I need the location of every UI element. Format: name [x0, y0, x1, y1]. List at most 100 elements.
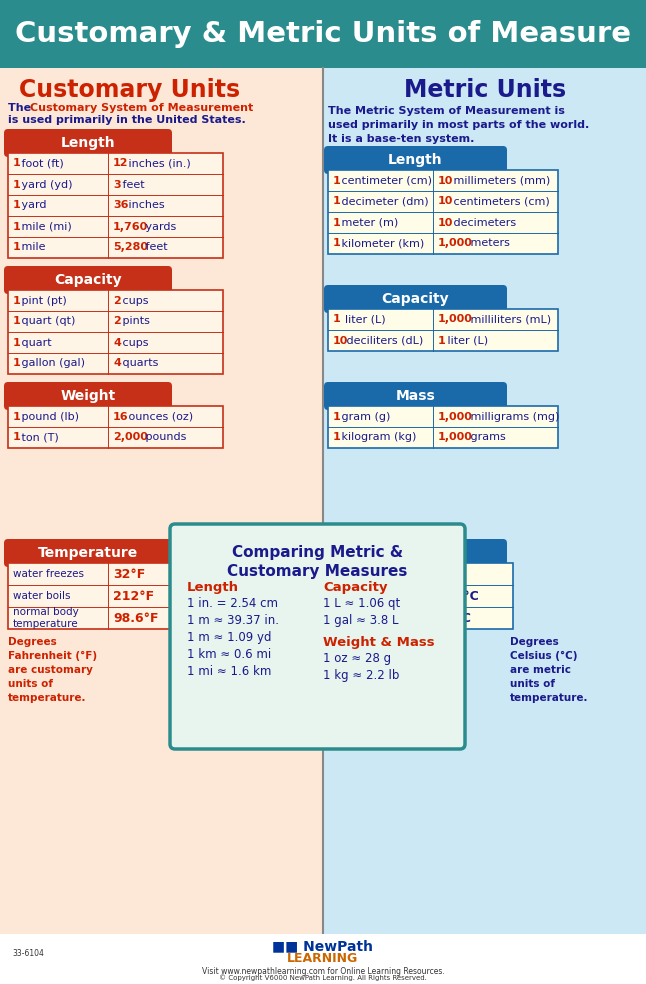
FancyBboxPatch shape [328, 563, 513, 629]
Text: Capacity: Capacity [382, 292, 450, 306]
Text: 1 km ≈ 0.6 mi: 1 km ≈ 0.6 mi [187, 648, 271, 661]
Text: water freezes: water freezes [13, 569, 84, 579]
Text: 1: 1 [333, 175, 340, 186]
FancyBboxPatch shape [8, 290, 223, 374]
Text: yard (yd): yard (yd) [18, 179, 73, 190]
Text: 2: 2 [113, 295, 121, 305]
FancyBboxPatch shape [8, 153, 223, 258]
Text: 1,000: 1,000 [438, 238, 473, 249]
Text: 16: 16 [113, 411, 129, 421]
Text: millimeters (mm): millimeters (mm) [450, 175, 550, 186]
Text: 36: 36 [113, 201, 129, 211]
Text: 100°C: 100°C [438, 589, 480, 602]
Text: normal body
temperature: normal body temperature [13, 607, 79, 629]
Text: centimeters (cm): centimeters (cm) [450, 197, 549, 207]
Text: centimeter (cm): centimeter (cm) [339, 175, 432, 186]
Text: 1: 1 [13, 242, 21, 253]
Text: quarts: quarts [119, 358, 158, 368]
FancyBboxPatch shape [8, 406, 223, 448]
Text: yard: yard [18, 201, 47, 211]
Text: 1 m ≈ 1.09 yd: 1 m ≈ 1.09 yd [187, 631, 271, 644]
Text: pounds: pounds [142, 433, 187, 443]
Text: cups: cups [119, 295, 149, 305]
Text: pints: pints [119, 317, 150, 327]
Text: 37°C: 37°C [438, 611, 471, 625]
Text: pound (lb): pound (lb) [18, 411, 79, 421]
Text: 1,000: 1,000 [438, 433, 473, 443]
Text: 1: 1 [438, 336, 446, 345]
Text: feet: feet [142, 242, 167, 253]
Text: decimeters: decimeters [450, 217, 516, 227]
Text: Length: Length [187, 581, 239, 594]
Text: Capacity: Capacity [54, 273, 122, 287]
FancyBboxPatch shape [323, 68, 646, 984]
Text: 1: 1 [13, 411, 21, 421]
Text: 1: 1 [13, 317, 21, 327]
Text: 1: 1 [333, 411, 340, 421]
Text: 1: 1 [13, 358, 21, 368]
Text: gallon (gal): gallon (gal) [18, 358, 85, 368]
Text: 1,000: 1,000 [438, 411, 473, 421]
Text: 10: 10 [438, 217, 453, 227]
Text: Length: Length [61, 136, 116, 150]
Text: water boils: water boils [333, 591, 390, 601]
Text: 32°F: 32°F [113, 568, 145, 581]
Text: 1: 1 [13, 338, 21, 347]
Text: Customary & Metric Units of Measure: Customary & Metric Units of Measure [15, 20, 631, 48]
Text: 1: 1 [333, 217, 340, 227]
Text: 1: 1 [13, 221, 21, 231]
Text: 98.6°F: 98.6°F [113, 611, 158, 625]
Text: quart (qt): quart (qt) [18, 317, 76, 327]
Text: Capacity: Capacity [323, 581, 388, 594]
Text: 0°C: 0°C [438, 568, 463, 581]
Text: 1: 1 [13, 433, 21, 443]
Text: 212°F: 212°F [113, 589, 154, 602]
Text: feet: feet [119, 179, 145, 190]
Text: Metric Units: Metric Units [404, 78, 566, 102]
Text: liter (L): liter (L) [444, 336, 488, 345]
Text: 12: 12 [113, 158, 129, 168]
Text: 1 gal ≈ 3.8 L: 1 gal ≈ 3.8 L [323, 614, 399, 627]
FancyBboxPatch shape [4, 539, 172, 567]
Text: 4: 4 [113, 358, 121, 368]
Text: 1: 1 [13, 201, 21, 211]
Text: 1: 1 [333, 315, 340, 325]
Text: liter (L): liter (L) [339, 315, 386, 325]
Text: mile: mile [18, 242, 46, 253]
Text: Mass: Mass [395, 389, 435, 403]
Text: 1,760: 1,760 [113, 221, 148, 231]
Text: mile (mi): mile (mi) [18, 221, 72, 231]
Text: 1: 1 [13, 295, 21, 305]
Text: ton (T): ton (T) [18, 433, 59, 443]
Text: 1 L ≈ 1.06 qt: 1 L ≈ 1.06 qt [323, 597, 401, 610]
Text: The: The [8, 103, 35, 113]
FancyBboxPatch shape [324, 539, 507, 567]
Text: kilogram (kg): kilogram (kg) [339, 433, 417, 443]
Text: 1 kg ≈ 2.2 lb: 1 kg ≈ 2.2 lb [323, 669, 399, 682]
Text: Length: Length [388, 153, 443, 167]
Text: Visit www.newpathlearning.com for Online Learning Resources.: Visit www.newpathlearning.com for Online… [202, 966, 444, 975]
Text: Customary Units: Customary Units [19, 78, 240, 102]
FancyBboxPatch shape [328, 170, 558, 254]
Text: ■■ NewPath: ■■ NewPath [273, 939, 373, 953]
Text: milligrams (mg): milligrams (mg) [467, 411, 559, 421]
Text: Customary System of Measurement: Customary System of Measurement [30, 103, 253, 113]
Text: 33-6104: 33-6104 [12, 950, 44, 958]
Text: Temperature: Temperature [366, 546, 466, 560]
Text: inches: inches [125, 201, 164, 211]
Text: Comparing Metric &
Customary Measures: Comparing Metric & Customary Measures [227, 545, 408, 579]
Text: foot (ft): foot (ft) [18, 158, 64, 168]
Text: Degrees
Celsius (°C)
are metric
units of
temperature.: Degrees Celsius (°C) are metric units of… [510, 637, 589, 704]
Text: 2: 2 [113, 317, 121, 327]
FancyBboxPatch shape [170, 524, 465, 749]
Text: 1: 1 [333, 197, 340, 207]
Text: water boils: water boils [13, 591, 70, 601]
Text: 1 mi ≈ 1.6 km: 1 mi ≈ 1.6 km [187, 665, 271, 678]
Text: 1: 1 [333, 238, 340, 249]
FancyBboxPatch shape [0, 934, 646, 984]
Text: Weight: Weight [60, 389, 116, 403]
Text: is used primarily in the United States.: is used primarily in the United States. [8, 115, 245, 125]
Text: pint (pt): pint (pt) [18, 295, 67, 305]
FancyBboxPatch shape [4, 129, 172, 157]
Text: 1 m ≈ 39.37 in.: 1 m ≈ 39.37 in. [187, 614, 279, 627]
